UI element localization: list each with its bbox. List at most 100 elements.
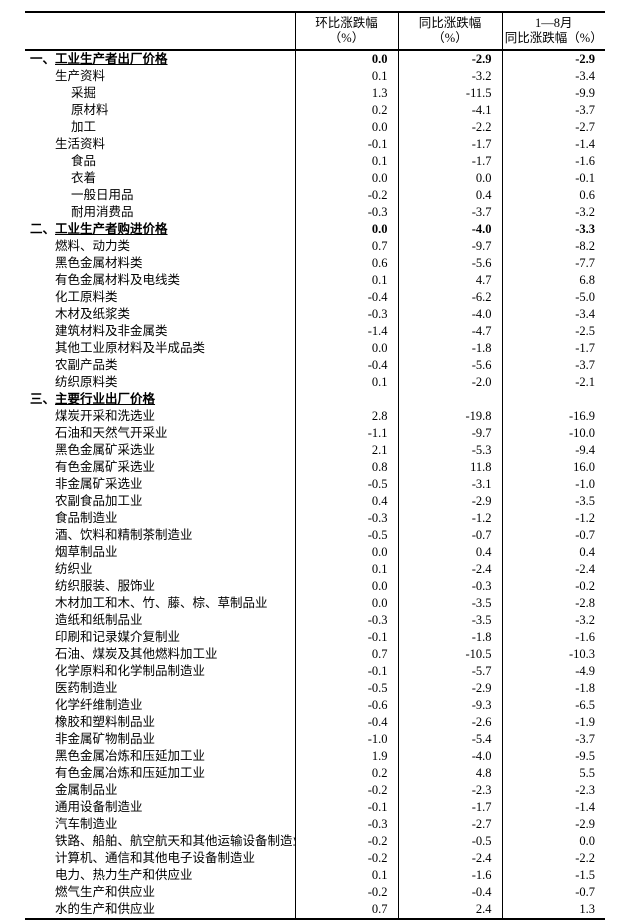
table-row: 一、工业生产者出厂价格 0.0 -2.9 -2.9	[25, 50, 605, 68]
cell-yoy: 0.0	[397, 170, 502, 187]
cell-mom: 0.8	[294, 459, 398, 476]
row-label: 燃气生产和供应业	[55, 885, 156, 899]
cell-mom: -0.5	[294, 476, 398, 493]
row-label: 非金属矿采选业	[55, 477, 143, 491]
cell-yoy: -2.2	[397, 119, 502, 136]
cell-mom	[294, 391, 398, 408]
row-label: 有色金属矿采选业	[55, 460, 156, 474]
cell-mom: -0.1	[294, 629, 398, 646]
cell-mom: -0.3	[294, 306, 398, 323]
table-row: 黑色金属材料类 0.6 -5.6 -7.7	[25, 255, 605, 272]
cell-yoy: -5.3	[397, 442, 502, 459]
cell-mom: 0.7	[294, 646, 398, 663]
col-header-ytd-line2: 同比涨跌幅（%）	[504, 31, 603, 45]
cell-mom: -0.3	[294, 510, 398, 527]
row-label: 采掘	[71, 86, 97, 100]
cell-mom: -0.3	[294, 816, 398, 833]
cell-yoy: -4.0	[397, 748, 502, 765]
cell-yoy: -19.8	[397, 408, 502, 425]
cell-yoy: -3.5	[397, 612, 502, 629]
cell-ytd: -3.5	[501, 493, 605, 510]
cell-mom: 0.0	[294, 578, 398, 595]
cell-yoy: -2.9	[397, 50, 502, 68]
cell-yoy: -2.7	[397, 816, 502, 833]
cell-yoy: -4.7	[397, 323, 502, 340]
cell-yoy: -2.4	[397, 850, 502, 867]
cell-ytd: -3.3	[501, 221, 605, 238]
cell-mom: -1.0	[294, 731, 398, 748]
cell-ytd: -1.4	[501, 799, 605, 816]
cell-yoy: 2.4	[397, 901, 502, 919]
table-body: 一、工业生产者出厂价格 0.0 -2.9 -2.9 生产资料 0.1 -3.2 -3.4 采掘 1…	[25, 50, 605, 919]
table-row: 烟草制品业 0.0 0.4 0.4	[25, 544, 605, 561]
cell-yoy: 4.8	[397, 765, 502, 782]
cell-yoy: 0.4	[397, 544, 502, 561]
table-row: 木材及纸浆类 -0.3 -4.0 -3.4	[25, 306, 605, 323]
table-row: 造纸和纸制品业 -0.3 -3.5 -3.2	[25, 612, 605, 629]
cell-mom: -0.2	[294, 782, 398, 799]
cell-mom: 0.0	[294, 170, 398, 187]
row-label: 黑色金属冶炼和压延加工业	[55, 749, 206, 763]
row-label: 二、工业生产者购进价格	[25, 221, 295, 238]
cell-ytd: -1.0	[501, 476, 605, 493]
table-row: 燃料、动力类 0.7 -9.7 -8.2	[25, 238, 605, 255]
table-row: 三、主要行业出厂价格	[25, 391, 605, 408]
table-row: 非金属矿采选业 -0.5 -3.1 -1.0	[25, 476, 605, 493]
cell-ytd: -2.8	[501, 595, 605, 612]
table-row: 有色金属矿采选业 0.8 11.8 16.0	[25, 459, 605, 476]
cell-yoy: -2.6	[397, 714, 502, 731]
cell-ytd: -1.2	[501, 510, 605, 527]
col-header-ytd-line1: 1—8月	[534, 16, 573, 30]
cell-yoy: -0.7	[397, 527, 502, 544]
cell-yoy: -5.7	[397, 663, 502, 680]
cell-mom: -0.3	[294, 204, 398, 221]
cell-ytd: -3.7	[501, 357, 605, 374]
row-label: 一般日用品	[71, 188, 134, 202]
cell-ytd: -0.2	[501, 578, 605, 595]
table-row: 其他工业原材料及半成品类 0.0 -1.8 -1.7	[25, 340, 605, 357]
cell-mom: 2.1	[294, 442, 398, 459]
cell-ytd: -4.9	[501, 663, 605, 680]
cell-yoy: -1.7	[397, 136, 502, 153]
section-number: 三、	[30, 392, 56, 406]
row-label: 建筑材料及非金属类	[55, 324, 168, 338]
cell-yoy: -0.3	[397, 578, 502, 595]
cell-mom: 0.0	[294, 340, 398, 357]
col-header-yoy-line2: （%）	[432, 31, 468, 45]
section-title: 工业生产者购进价格	[55, 222, 168, 236]
cell-ytd: -2.5	[501, 323, 605, 340]
table-row: 电力、热力生产和供应业 0.1 -1.6 -1.5	[25, 867, 605, 884]
cell-mom: 0.2	[294, 765, 398, 782]
cell-ytd: -2.7	[501, 119, 605, 136]
cell-mom: 0.4	[294, 493, 398, 510]
cell-yoy: -3.5	[397, 595, 502, 612]
table-row: 燃气生产和供应业 -0.2 -0.4 -0.7	[25, 884, 605, 901]
cell-ytd: -1.5	[501, 867, 605, 884]
cell-ytd: -9.9	[501, 85, 605, 102]
cell-mom: -0.1	[294, 136, 398, 153]
cell-ytd: -2.3	[501, 782, 605, 799]
cell-yoy: -2.3	[397, 782, 502, 799]
table-row: 水的生产和供应业 0.7 2.4 1.3	[25, 901, 605, 919]
table-row: 医药制造业 -0.5 -2.9 -1.8	[25, 680, 605, 697]
cell-ytd: 0.4	[501, 544, 605, 561]
cell-ytd: -3.7	[501, 102, 605, 119]
row-label: 化学纤维制造业	[55, 698, 143, 712]
cell-ytd: -3.4	[501, 306, 605, 323]
cell-yoy: -3.2	[397, 68, 502, 85]
row-label: 农副食品加工业	[55, 494, 143, 508]
cell-yoy: -9.7	[397, 425, 502, 442]
cell-ytd: -3.7	[501, 731, 605, 748]
row-label: 有色金属冶炼和压延加工业	[55, 766, 206, 780]
col-header-ytd: 1—8月 同比涨跌幅（%）	[501, 12, 605, 50]
row-label: 铁路、船舶、航空航天和其他运输设备制造业	[55, 834, 295, 848]
section-title: 工业生产者出厂价格	[55, 52, 168, 66]
ppi-price-table: 环比涨跌幅 （%） 同比涨跌幅 （%） 1—8月 同比涨跌幅（%） 一、工业生产…	[25, 11, 605, 920]
table-row: 建筑材料及非金属类 -1.4 -4.7 -2.5	[25, 323, 605, 340]
table-row: 橡胶和塑料制品业 -0.4 -2.6 -1.9	[25, 714, 605, 731]
row-label: 加工	[71, 120, 97, 134]
cell-mom: 0.1	[294, 153, 398, 170]
cell-ytd: -2.4	[501, 561, 605, 578]
cell-yoy: -1.7	[397, 799, 502, 816]
col-header-yoy-line1: 同比涨跌幅	[418, 16, 482, 30]
